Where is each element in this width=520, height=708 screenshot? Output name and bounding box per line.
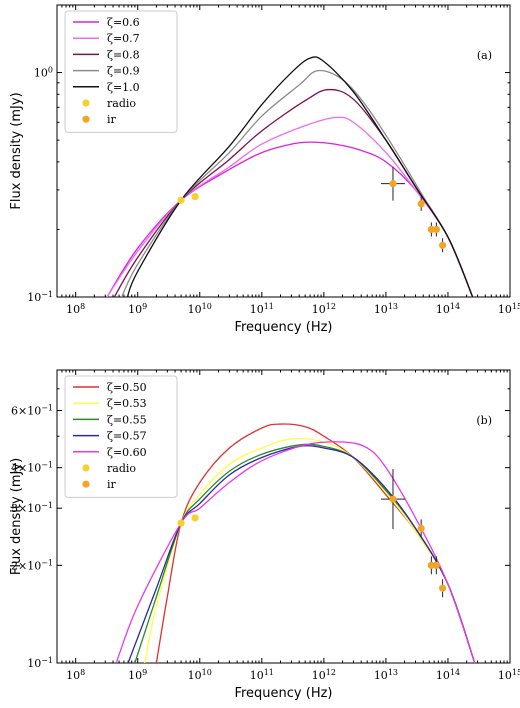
legend-entry-0-8: ζ=0.8 (107, 48, 140, 61)
x-axis-label: Frequency (Hz) (234, 320, 332, 335)
data-point-ir (432, 561, 440, 569)
x-tick-label: 1011 (250, 302, 274, 317)
series-line-0-50 (155, 423, 476, 663)
data-point-ir (432, 225, 440, 234)
y-tick-label: 3×10−1 (11, 501, 53, 516)
y-tick-label: 6×10−1 (11, 403, 53, 418)
panel-label: (b) (476, 414, 492, 427)
legend: ζ=0.6 ζ=0.7 ζ=0.8 ζ=0.9 ζ=1.0 radio ir (64, 10, 178, 133)
legend-box (64, 375, 178, 498)
series-line-0-6 (106, 141, 474, 297)
legend-entry-radio: radio (107, 462, 136, 475)
data-point-ir (389, 180, 397, 188)
legend-entry-0-57: ζ=0.57 (107, 430, 147, 443)
data-point-ir (427, 225, 435, 234)
legend-entry-ir: ir (107, 478, 117, 491)
x-tick-label: 1015 (498, 302, 520, 317)
x-tick-label: 1010 (188, 302, 212, 317)
data-point-ir (417, 524, 425, 532)
series-line-0-57 (127, 445, 476, 663)
legend-swatch-radio (82, 464, 90, 472)
x-tick-label: 1011 (250, 668, 274, 683)
series-line-0-55 (134, 443, 476, 663)
y-tick-label: 10−1 (27, 656, 53, 671)
legend-entry-0-6: ζ=0.6 (107, 16, 140, 29)
legend-entry-1-0: ζ=1.0 (107, 81, 140, 94)
data-point-ir (389, 495, 397, 503)
x-tick-label: 1012 (312, 668, 336, 683)
x-tick-label: 108 (66, 668, 85, 683)
legend-swatch-ir (82, 480, 90, 488)
x-tick-label: 1014 (436, 668, 460, 683)
x-tick-label: 1013 (374, 302, 398, 317)
y-tick-label: 10−1 (27, 290, 53, 305)
legend-entry-ir: ir (107, 113, 117, 126)
x-tick-label: 1015 (498, 668, 520, 683)
data-point-radio (191, 514, 199, 522)
series-line-1-0 (126, 56, 474, 297)
x-axis-label: Frequency (Hz) (234, 686, 332, 701)
plot-frame (56, 4, 511, 298)
legend: ζ=0.50 ζ=0.53 ζ=0.55 ζ=0.57 ζ=0.60 radio ir (64, 375, 178, 498)
data-point-radio (177, 196, 185, 204)
x-tick-label: 1014 (436, 302, 460, 317)
y-tick-label: 4×10−1 (11, 460, 53, 475)
chart-panel-a: 108 109 1010 1011 1012 1013 1014 1015 10−1 100 Fre… (9, 4, 520, 335)
y-tick-label: 100 (34, 65, 53, 80)
data-point-ir (427, 561, 435, 569)
data-point-ir (439, 584, 447, 592)
data-point-ir (417, 200, 425, 208)
legend-entry-radio: radio (107, 97, 136, 110)
legend-entry-0-7: ζ=0.7 (107, 32, 140, 45)
legend-entry-0-9: ζ=0.9 (107, 65, 140, 78)
chart-panel-b: 108 109 1010 1011 1012 1013 1014 1015 10−1 2×10−1… (9, 369, 520, 701)
x-tick-label: 1012 (312, 302, 336, 317)
plot-frame (56, 369, 511, 664)
panel-label: (a) (477, 49, 492, 62)
x-tick-label: 1010 (188, 668, 212, 683)
y-axis-label: Flux density (mJy) (9, 458, 24, 575)
data-point-radio (177, 519, 185, 527)
data-point-ir (439, 241, 447, 249)
legend-swatch-ir (82, 115, 90, 123)
data-point-radio (191, 193, 199, 201)
x-tick-label: 109 (128, 302, 147, 317)
y-tick-label: 2×10−1 (11, 558, 53, 573)
x-tick-label: 108 (66, 302, 85, 317)
legend-entry-0-53: ζ=0.53 (107, 397, 147, 410)
x-tick-label: 109 (128, 668, 147, 683)
legend-entry-0-55: ζ=0.55 (107, 413, 147, 426)
y-axis-label: Flux density (mJy) (9, 92, 24, 209)
legend-box (64, 10, 178, 133)
legend-entry-0-60: ζ=0.60 (107, 446, 147, 459)
x-tick-label: 1013 (374, 668, 398, 683)
legend-swatch-radio (82, 99, 90, 107)
legend-entry-0-50: ζ=0.50 (107, 381, 147, 394)
series-line-0-53 (144, 438, 476, 663)
